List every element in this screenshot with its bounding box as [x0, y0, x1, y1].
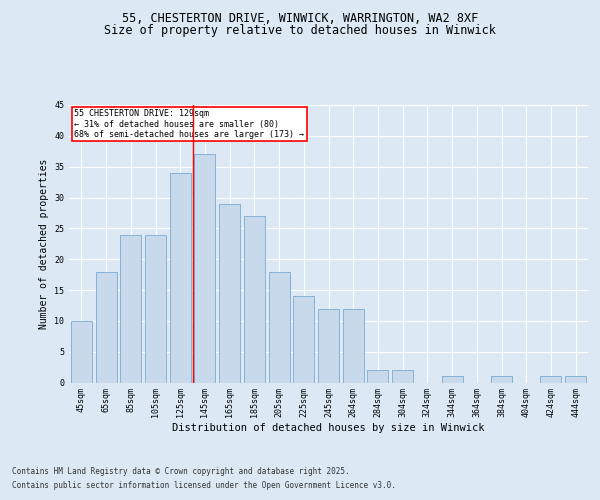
X-axis label: Distribution of detached houses by size in Winwick: Distribution of detached houses by size … — [172, 423, 485, 433]
Text: Contains public sector information licensed under the Open Government Licence v3: Contains public sector information licen… — [12, 481, 396, 490]
Text: 55 CHESTERTON DRIVE: 129sqm
← 31% of detached houses are smaller (80)
68% of sem: 55 CHESTERTON DRIVE: 129sqm ← 31% of det… — [74, 109, 304, 139]
Bar — [95, 272, 116, 382]
Bar — [491, 376, 512, 382]
Bar — [565, 376, 586, 382]
Text: Size of property relative to detached houses in Winwick: Size of property relative to detached ho… — [104, 24, 496, 37]
Text: Contains HM Land Registry data © Crown copyright and database right 2025.: Contains HM Land Registry data © Crown c… — [12, 467, 350, 476]
Bar — [318, 308, 339, 382]
Y-axis label: Number of detached properties: Number of detached properties — [38, 158, 49, 329]
Bar — [392, 370, 413, 382]
Bar — [541, 376, 562, 382]
Bar — [269, 272, 290, 382]
Bar — [244, 216, 265, 382]
Bar — [170, 173, 191, 382]
Bar — [145, 234, 166, 382]
Bar — [219, 204, 240, 382]
Bar — [194, 154, 215, 382]
Bar — [120, 234, 141, 382]
Text: 55, CHESTERTON DRIVE, WINWICK, WARRINGTON, WA2 8XF: 55, CHESTERTON DRIVE, WINWICK, WARRINGTO… — [122, 12, 478, 26]
Bar — [442, 376, 463, 382]
Bar — [293, 296, 314, 382]
Bar — [343, 308, 364, 382]
Bar — [367, 370, 388, 382]
Bar — [71, 321, 92, 382]
